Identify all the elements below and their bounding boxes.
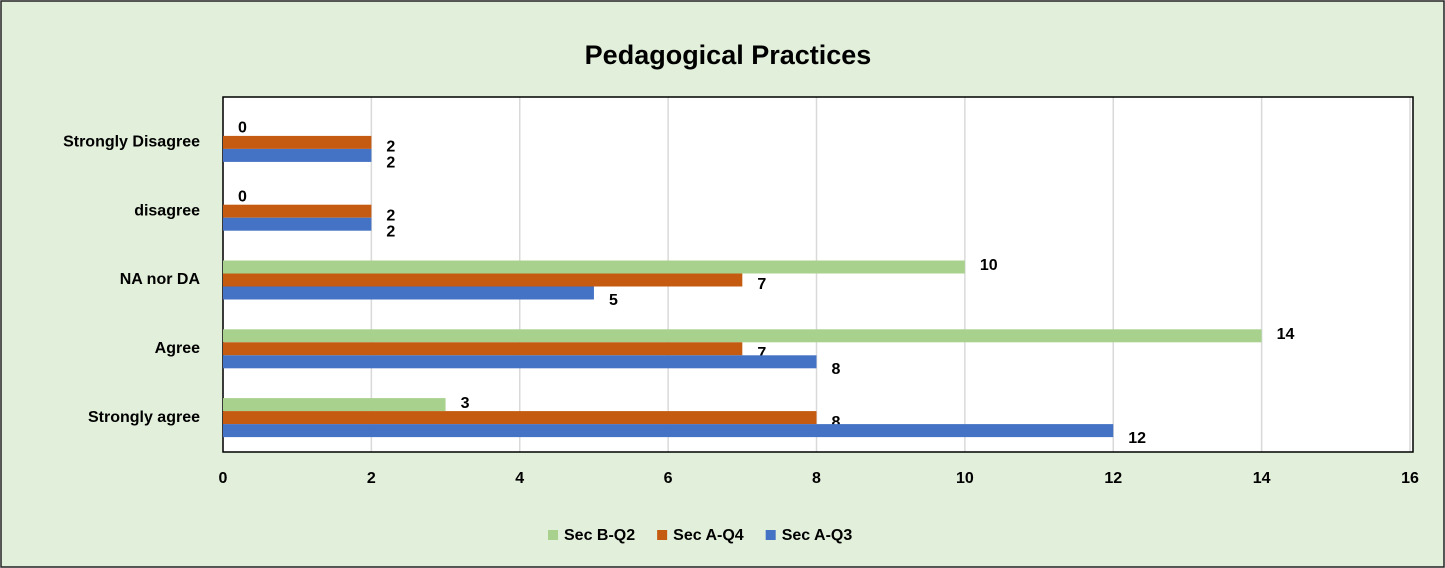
data-label: 2: [386, 139, 395, 156]
bar: [223, 424, 1114, 438]
data-label: 5: [609, 292, 618, 309]
bar: [223, 286, 594, 300]
bar: [223, 411, 817, 425]
y-tick-label: NA nor DA: [120, 271, 201, 288]
x-tick-label: 6: [664, 470, 673, 487]
bar: [223, 398, 446, 412]
y-tick-label: Strongly Disagree: [63, 134, 200, 151]
bar: [223, 204, 372, 218]
x-tick-label: 4: [515, 470, 524, 487]
data-label: 7: [757, 276, 766, 293]
x-tick-label: 2: [367, 470, 376, 487]
bar: [223, 342, 743, 356]
data-label: 0: [238, 188, 247, 205]
data-label: 7: [757, 345, 766, 362]
chart-title: Pedagogical Practices: [585, 40, 872, 70]
bar: [223, 148, 372, 162]
data-label: 10: [980, 257, 998, 274]
data-label: 3: [461, 395, 470, 412]
bar: [223, 217, 372, 231]
bar: [223, 135, 372, 149]
bar: [223, 273, 743, 287]
legend-label: Sec A-Q3: [782, 527, 853, 544]
bar: [223, 355, 817, 369]
data-label: 2: [386, 207, 395, 224]
y-tick-label: disagree: [134, 202, 200, 219]
legend-label: Sec B-Q2: [564, 527, 635, 544]
legend-swatch: [548, 530, 558, 540]
x-tick-label: 16: [1401, 470, 1419, 487]
data-label: 14: [1277, 326, 1295, 343]
x-tick-label: 14: [1253, 470, 1271, 487]
data-label: 2: [386, 223, 395, 240]
data-label: 8: [832, 414, 841, 431]
legend-swatch: [657, 530, 668, 540]
data-label: 8: [832, 361, 841, 378]
y-tick-label: Strongly agree: [88, 409, 200, 426]
bar: [223, 329, 1262, 343]
x-tick-label: 10: [956, 470, 974, 487]
bar: [223, 260, 965, 274]
data-label: 12: [1128, 430, 1146, 447]
x-tick-label: 12: [1104, 470, 1122, 487]
data-label: 0: [238, 120, 247, 137]
legend-label: Sec A-Q4: [673, 527, 744, 544]
x-tick-label: 0: [219, 470, 228, 487]
data-label: 2: [386, 155, 395, 172]
legend-swatch: [765, 530, 776, 540]
x-tick-label: 8: [812, 470, 821, 487]
y-tick-label: Agree: [155, 340, 200, 357]
